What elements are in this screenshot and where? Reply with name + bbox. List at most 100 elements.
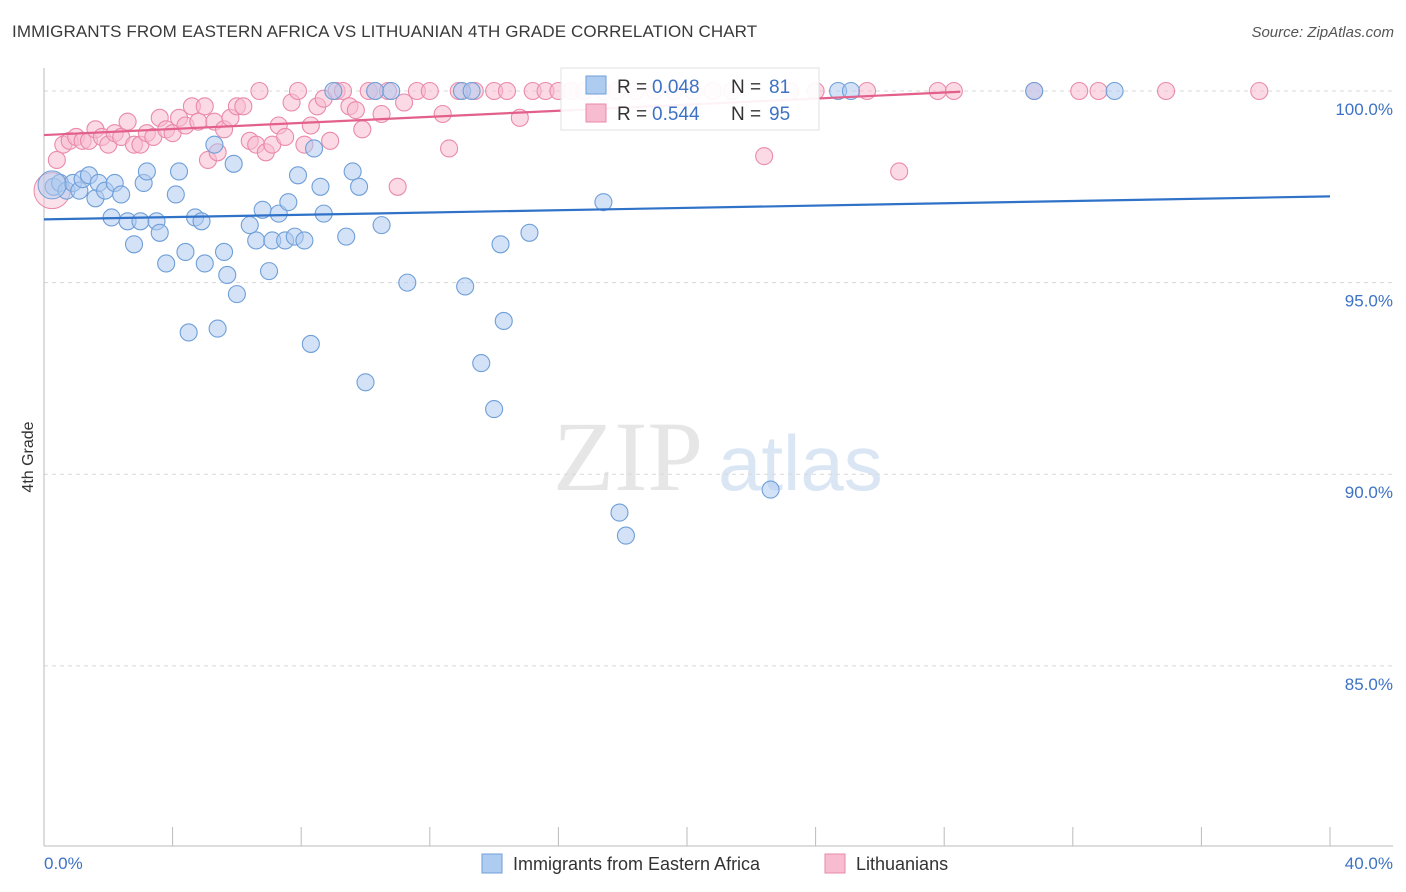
eastern-africa-point-22 <box>169 162 189 181</box>
series-legend: Immigrants from Eastern Africa Lithuania… <box>481 853 948 874</box>
eastern-africa-point-55 <box>372 216 391 235</box>
eastern-africa-point-17 <box>137 162 156 181</box>
eastern-africa-point-20 <box>157 254 176 273</box>
lithuanians-point-89 <box>1250 81 1269 101</box>
eastern-africa-point-34 <box>240 216 259 235</box>
eastern-africa-point-37 <box>259 262 279 281</box>
eastern-africa-point-30 <box>214 242 234 262</box>
watermark-zip: ZIP <box>553 401 703 512</box>
eastern-africa-point-47 <box>311 177 330 196</box>
source-label: Source: ZipAtlas.com <box>1251 24 1394 41</box>
watermark-atlas: atlas <box>718 419 883 507</box>
lithuanians-point-44 <box>321 131 340 150</box>
eastern-africa-point-26 <box>192 212 211 231</box>
eastern-africa-point-67 <box>610 503 629 522</box>
lithuanians-point-83 <box>928 81 947 101</box>
lithuanians-point-59 <box>440 139 459 158</box>
eastern-africa-point-57 <box>398 273 417 292</box>
legend-swatch-eastern-africa <box>481 853 503 874</box>
eastern-africa-point-52 <box>350 177 369 196</box>
lithuanians-point-41 <box>301 116 320 135</box>
eastern-africa-point-29 <box>208 319 227 338</box>
lithuanians-point-78 <box>755 147 774 166</box>
axes <box>43 68 1393 847</box>
eastern-africa-point-64 <box>494 311 513 330</box>
eastern-africa-point-32 <box>224 154 243 173</box>
eastern-africa-point-49 <box>324 81 343 101</box>
eastern-africa-point-51 <box>343 162 362 181</box>
eastern-africa-point-68 <box>616 526 635 545</box>
eastern-africa-point-61 <box>472 354 491 373</box>
lithuanians-point-86 <box>1070 81 1089 101</box>
eastern-africa-cluster <box>37 170 67 200</box>
lithuanians-point-30 <box>234 97 253 116</box>
eastern-africa-point-66 <box>594 193 613 212</box>
eastern-africa-point-45 <box>301 334 320 353</box>
y-tick-label-0: 100.0% <box>1335 100 1393 119</box>
y-tick-label-1: 95.0% <box>1345 292 1393 311</box>
lithuanians-point-33 <box>250 81 269 101</box>
eastern-africa-point-50 <box>337 227 356 246</box>
legend-label-eastern-africa: Immigrants from Eastern Africa <box>513 854 761 874</box>
stats-n-value-blue: 81 <box>769 77 790 98</box>
x-tick-label-min: 0.0% <box>44 854 83 873</box>
trendline-eastern-africa <box>43 195 1331 221</box>
stats-r-label-blue: R = <box>617 77 647 98</box>
eastern-africa-point-15 <box>131 212 150 231</box>
stats-r-value-blue: 0.048 <box>652 77 700 98</box>
eastern-africa-point-31 <box>218 265 237 285</box>
stats-n-label-blue: N = <box>731 77 761 98</box>
eastern-africa-point-59 <box>456 277 475 296</box>
eastern-africa-point-72 <box>1025 81 1044 101</box>
eastern-africa-point-56 <box>382 81 401 101</box>
eastern-africa-point-62 <box>485 400 504 419</box>
eastern-africa-point-69 <box>761 480 780 499</box>
eastern-africa-point-44 <box>295 231 314 250</box>
eastern-africa-point-28 <box>205 135 224 154</box>
eastern-africa-point-60 <box>462 81 481 101</box>
chart-title: IMMIGRANTS FROM EASTERN AFRICA VS LITHUA… <box>12 22 758 41</box>
eastern-africa-point-53 <box>356 373 375 392</box>
stats-n-value-pink: 95 <box>769 104 790 125</box>
eastern-africa-point-54 <box>366 81 385 101</box>
lithuanians-point-48 <box>346 101 365 120</box>
y-tick-label-2: 90.0% <box>1345 483 1393 502</box>
eastern-africa-point-12 <box>112 185 131 204</box>
legend-swatch-lithuanians <box>824 853 846 874</box>
eastern-africa-point-27 <box>195 254 214 273</box>
lithuanians-point-11 <box>118 112 137 131</box>
eastern-africa-point-14 <box>124 235 144 254</box>
stats-legend: R = 0.048 N = 81 R = 0.544 N = 95 <box>560 67 820 131</box>
eastern-africa-point-35 <box>247 231 266 250</box>
y-axis-label: 4th Grade <box>20 421 37 492</box>
gridlines <box>44 90 1393 667</box>
lithuanians-point-39 <box>288 81 308 101</box>
lithuanians-point-37 <box>276 127 295 147</box>
stats-swatch-pink <box>585 103 607 123</box>
y-tick-label-3: 85.0% <box>1345 675 1393 694</box>
eastern-africa-point-65 <box>520 223 539 242</box>
series-lithuanians-points <box>33 81 1269 210</box>
stats-r-value-pink: 0.544 <box>652 104 700 125</box>
y-tick-labels: 100.0% 95.0% 90.0% 85.0% <box>1335 100 1393 694</box>
lithuanians-point-49 <box>353 120 372 139</box>
x-ticks <box>43 827 1331 846</box>
eastern-africa-point-21 <box>166 185 185 204</box>
lithuanians-point-23 <box>195 97 214 116</box>
legend-label-lithuanians: Lithuanians <box>856 854 948 874</box>
lithuanians-point-87 <box>1089 81 1108 101</box>
eastern-africa-point-71 <box>841 81 861 101</box>
eastern-africa-point-23 <box>176 242 195 262</box>
lithuanians-point-88 <box>1156 81 1176 101</box>
eastern-africa-point-46 <box>305 139 324 158</box>
eastern-africa-point-43 <box>288 166 308 185</box>
lithuanians-point-63 <box>497 81 517 101</box>
lithuanians-point-0 <box>47 150 66 170</box>
eastern-africa-point-73 <box>1105 81 1124 101</box>
eastern-africa-point-41 <box>279 193 298 212</box>
lithuanians-point-82 <box>890 162 909 181</box>
eastern-africa-point-24 <box>179 323 198 342</box>
lithuanians-point-55 <box>395 93 414 112</box>
eastern-africa-point-33 <box>227 285 246 304</box>
